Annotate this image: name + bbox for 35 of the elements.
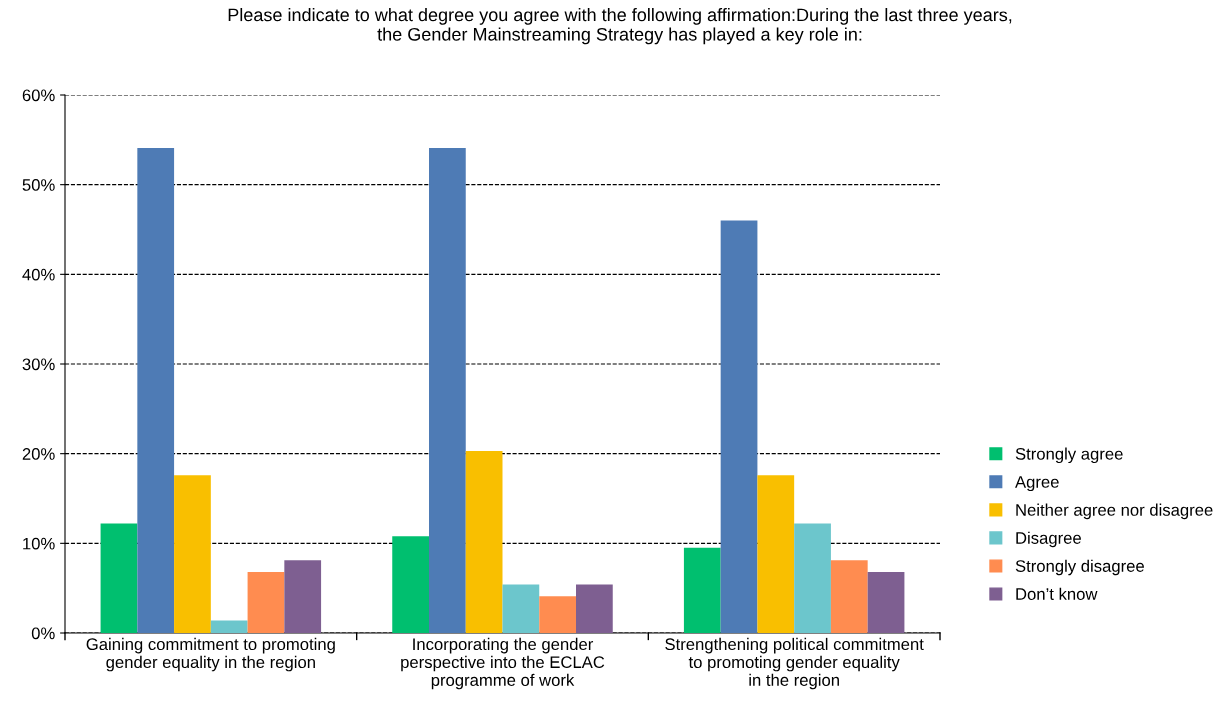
legend-label: Neither agree nor disagree <box>1016 503 1213 520</box>
legend-label: Don’t know <box>1016 587 1098 600</box>
legend-label: Disagree <box>1016 531 1081 548</box>
x-tick-label: Strengthening political commitment to promoting gender equality in the region <box>665 637 924 690</box>
bar <box>174 475 211 633</box>
chart-title: Please indicate to what degree you agree with the following affirmation:During the last three years, the Gender Mainstreaming Strategy has played a key role in: <box>228 8 1012 45</box>
y-tick-label: 40% <box>22 268 55 281</box>
x-tick-label: Incorporating the gender perspective into the ECLAC programme of work <box>401 637 605 690</box>
bar <box>757 475 795 633</box>
x-tick-label: Gaining commitment to promoting gender equality in the region <box>86 637 335 672</box>
bar <box>465 450 503 633</box>
y-tick-label: 20% <box>22 448 55 460</box>
bar <box>539 596 576 633</box>
bar <box>210 620 248 633</box>
bar <box>830 560 868 633</box>
bar <box>137 147 175 633</box>
bar <box>392 536 429 633</box>
y-tick-label: 50% <box>22 179 55 191</box>
bar <box>867 572 905 633</box>
y-tick-label: 0% <box>31 627 55 640</box>
bar <box>247 572 285 633</box>
legend-label: Strongly disagree <box>1015 559 1144 576</box>
bar <box>100 523 138 633</box>
bar <box>576 584 613 633</box>
bar <box>284 560 322 633</box>
y-tick-label: 60% <box>22 89 55 102</box>
bar <box>720 220 758 633</box>
legend-label: Agree <box>1015 476 1059 492</box>
bar <box>794 523 831 633</box>
bar <box>502 584 540 633</box>
y-tick-label: 10% <box>23 537 55 550</box>
bar <box>429 147 466 633</box>
bar <box>683 547 721 633</box>
y-tick-label: 30% <box>22 358 55 371</box>
legend-label: Strongly agree <box>1015 447 1123 464</box>
